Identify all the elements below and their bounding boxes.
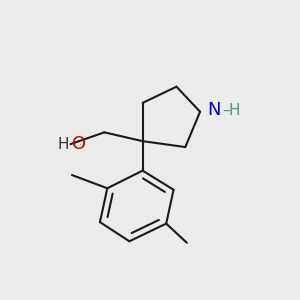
Text: H: H: [228, 103, 239, 118]
Text: O: O: [72, 135, 86, 153]
Text: –: –: [222, 103, 230, 118]
Text: N: N: [207, 101, 221, 119]
Text: H: H: [58, 136, 69, 152]
